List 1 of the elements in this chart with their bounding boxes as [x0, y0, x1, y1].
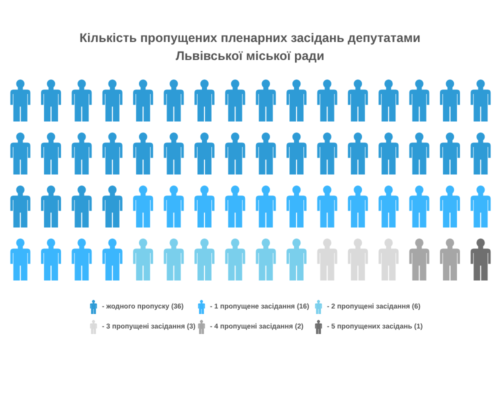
text: Кількість пропущених пленарних засідань депутатами Львівської міської ради [78, 30, 422, 65]
